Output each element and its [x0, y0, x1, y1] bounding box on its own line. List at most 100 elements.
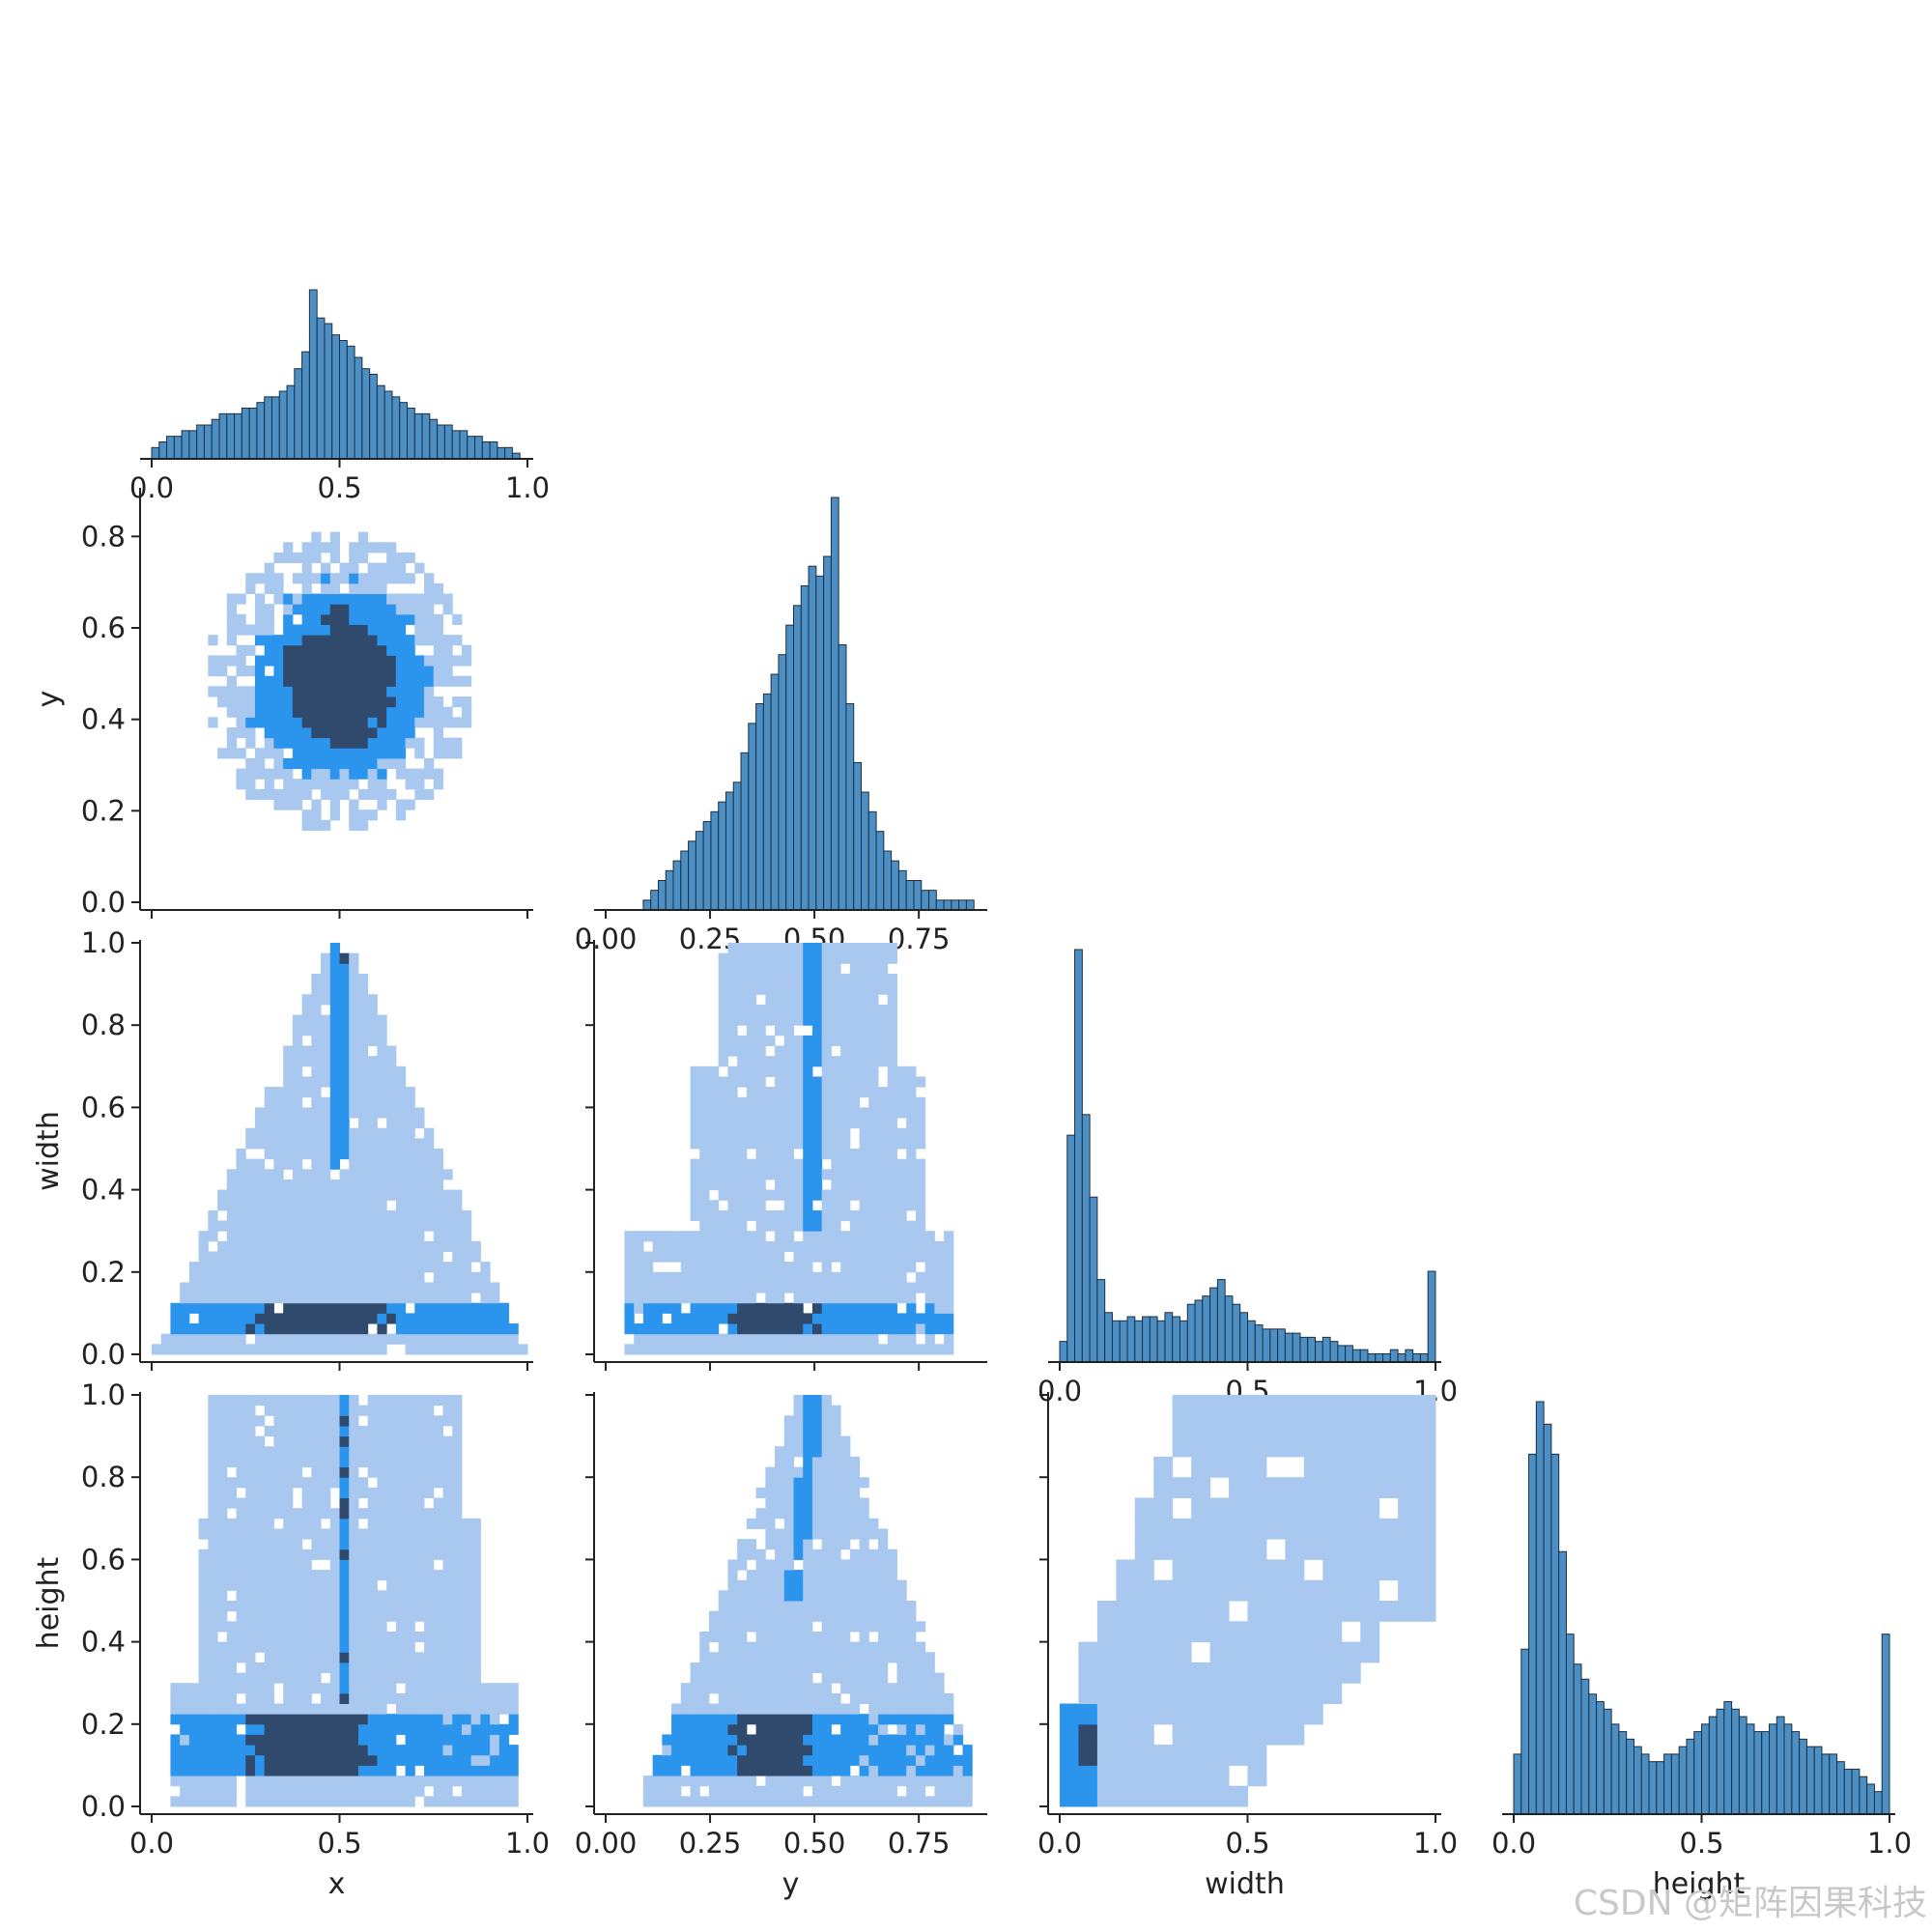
heatmap-cell — [254, 1692, 266, 1704]
heatmap-cell — [377, 1293, 387, 1304]
heatmap-cell — [452, 1487, 463, 1498]
heatmap-cell — [208, 1652, 218, 1663]
x-tick-label: 0.00 — [575, 1827, 638, 1860]
heatmap-cell — [480, 1796, 491, 1807]
heatmap-cell — [433, 644, 443, 656]
heatmap-cell — [831, 1477, 841, 1489]
heatmap-cell — [339, 963, 350, 975]
heatmap-cell — [671, 1282, 682, 1293]
heatmap-cell — [283, 1251, 294, 1263]
heatmap-cell — [840, 1610, 851, 1622]
heatmap-cell — [292, 1435, 303, 1447]
heatmap-cell — [236, 1149, 246, 1160]
heatmap-cell — [831, 1138, 841, 1150]
heatmap-cell — [283, 1456, 294, 1468]
heatmap-cell — [414, 675, 425, 687]
heatmap-cell — [283, 1703, 294, 1715]
heatmap-cell — [386, 1652, 397, 1663]
heatmap-cell — [236, 1262, 246, 1273]
heatmap-cell — [405, 1344, 415, 1355]
heatmap-cell — [321, 768, 331, 780]
heatmap-cell — [386, 1220, 397, 1232]
heatmap-cell — [329, 1056, 340, 1067]
heatmap-cell — [349, 1302, 359, 1314]
heatmap-cell — [301, 1189, 312, 1201]
heatmap-cell — [442, 1672, 453, 1684]
heatmap-cell — [301, 1209, 312, 1222]
heatmap-cell — [680, 1251, 692, 1263]
heatmap-cell — [624, 1344, 635, 1355]
heatmap-cell — [831, 943, 841, 954]
heatmap-cell — [395, 1487, 407, 1498]
heatmap-cell — [906, 1179, 917, 1191]
heatmap-cell — [831, 1785, 841, 1797]
heatmap-cell — [821, 1703, 832, 1715]
heatmap-cell — [405, 1559, 415, 1571]
heatmap-cell — [273, 1231, 284, 1242]
heatmap-cell — [357, 1435, 369, 1447]
heatmap-cell — [170, 1714, 181, 1725]
heatmap-cell — [868, 1065, 879, 1077]
heatmap-cell — [775, 1302, 785, 1314]
heatmap-cell — [793, 1723, 804, 1735]
heatmap-cell — [329, 655, 340, 667]
heatmap-cell — [849, 1076, 861, 1088]
heatmap-cell — [245, 1200, 256, 1211]
heatmap-cell — [1285, 1662, 1305, 1684]
heatmap-cell — [377, 706, 387, 718]
heatmap-cell — [915, 1621, 926, 1633]
heatmap-cell — [896, 1240, 907, 1252]
heatmap-cell — [906, 1683, 917, 1694]
heatmap-cell — [727, 1087, 738, 1098]
heatmap-cell — [329, 952, 340, 964]
heatmap-cell — [357, 696, 369, 708]
heatmap-cell — [718, 1344, 728, 1355]
heatmap-cell — [301, 1754, 312, 1766]
heatmap-cell — [896, 1796, 907, 1807]
heatmap-cell — [755, 1220, 766, 1232]
heatmap-cell — [737, 1138, 748, 1150]
heatmap-cell — [840, 1672, 851, 1684]
heatmap-cell — [868, 1087, 879, 1098]
heatmap-cell — [793, 1220, 804, 1232]
heatmap-cell — [442, 1703, 453, 1715]
heatmap-cell — [811, 1776, 823, 1787]
heatmap-cell — [461, 1672, 472, 1684]
heatmap-cell — [915, 1096, 926, 1108]
heatmap-cell — [775, 1672, 785, 1684]
heatmap-cell — [405, 737, 415, 749]
heatmap-cell — [395, 1723, 407, 1735]
heatmap-cell — [180, 1776, 190, 1787]
histogram-bar — [369, 374, 378, 460]
heatmap-cell — [906, 1240, 917, 1252]
heatmap-cell — [283, 1487, 294, 1498]
x-tick-label: 0.00 — [575, 923, 638, 955]
heatmap-cell — [887, 1240, 897, 1252]
heatmap-cell — [915, 1231, 926, 1242]
heatmap-cell — [357, 1313, 369, 1324]
heatmap-cell — [803, 1621, 813, 1633]
heatmap-cell — [367, 1189, 378, 1201]
heatmap-cell — [1285, 1415, 1305, 1437]
heatmap-cell — [1116, 1785, 1136, 1807]
heatmap-cell — [915, 1754, 926, 1766]
heatmap-cell — [321, 1765, 331, 1776]
heatmap-cell — [470, 1601, 481, 1612]
heatmap-cell — [746, 1087, 757, 1098]
heatmap-cell — [859, 1610, 869, 1622]
heatmap-cell — [301, 726, 312, 739]
heatmap-cell — [442, 1652, 453, 1663]
histogram-bar — [278, 390, 288, 460]
heatmap-cell — [311, 1528, 322, 1540]
heatmap-cell — [339, 726, 350, 739]
heatmap-cell — [377, 1025, 387, 1037]
heatmap-cell — [386, 1745, 397, 1756]
heatmap-cell — [357, 1776, 369, 1787]
heatmap-cell — [217, 1683, 228, 1694]
heatmap-cell — [367, 1456, 378, 1468]
heatmap-cell — [321, 1621, 331, 1633]
heatmap-cell — [424, 675, 435, 687]
heatmap-cell — [727, 1189, 738, 1201]
heatmap-cell — [349, 1065, 359, 1077]
heatmap-cell — [273, 1714, 284, 1725]
